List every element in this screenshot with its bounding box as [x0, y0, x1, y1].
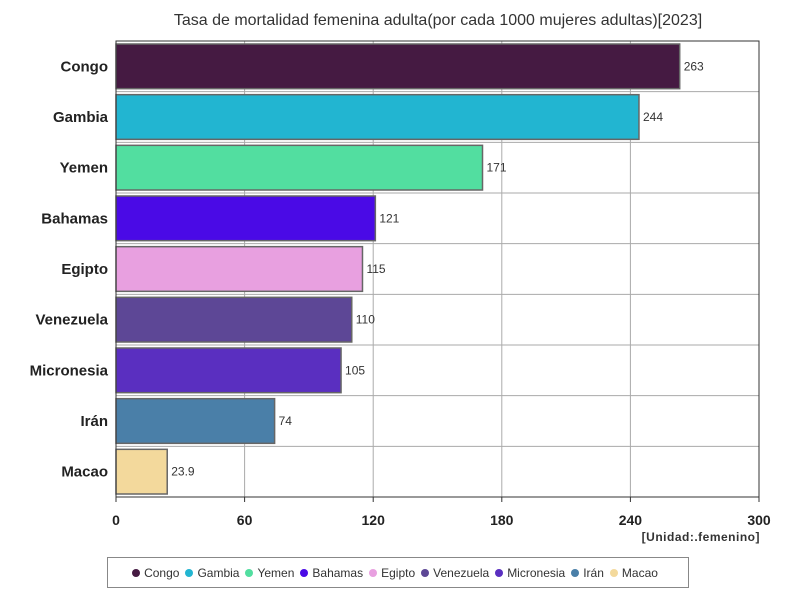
label-layer: 0 60 120 180 240 300 Congo 263 Gambia 244 Yemen 171…: [30, 58, 771, 528]
x-tick-label: 120: [362, 512, 386, 528]
legend-swatch: [571, 568, 580, 577]
bar-bahamas: [115, 195, 377, 242]
legend-item[interactable]: Yemen: [245, 566, 294, 580]
unit-label: [Unidad:.femenino]: [641, 530, 760, 544]
legend-item[interactable]: Bahamas: [300, 566, 363, 580]
category-label: Irán: [80, 413, 108, 430]
x-tick-label: 180: [490, 512, 514, 528]
legend-swatch: [369, 568, 378, 577]
legend-label: Bahamas: [312, 565, 364, 580]
legend-label: Micronesia: [507, 565, 566, 580]
category-label: Bahamas: [41, 210, 108, 227]
value-label: 74: [279, 414, 293, 428]
x-tick-label: 300: [747, 512, 771, 528]
bar-chart: 0 60 120 180 240 300 Congo 263 Gambia 244 Yemen 171…: [30, 40, 771, 528]
legend-swatch: [495, 568, 504, 577]
category-label: Venezuela: [35, 312, 108, 329]
legend-item[interactable]: Congo: [132, 566, 179, 580]
x-tick-label: 0: [112, 512, 120, 528]
grid-layer: [115, 41, 760, 502]
bar-venezuela: [115, 296, 353, 343]
bar-macao: [115, 448, 168, 495]
value-label: 121: [379, 211, 399, 225]
legend-item[interactable]: Macao: [609, 565, 658, 580]
category-label: Gambia: [53, 109, 109, 126]
value-label: 110: [356, 313, 375, 327]
legend-item[interactable]: Irán: [571, 566, 604, 580]
legend-swatch: [132, 568, 141, 577]
legend-label: Venezuela: [433, 565, 490, 580]
legend-item[interactable]: Micronesia: [495, 566, 565, 580]
category-label: Micronesia: [30, 362, 109, 379]
legend-label: Yemen: [257, 565, 295, 580]
legend-label: Gambia: [197, 565, 240, 580]
bar-layer: [115, 43, 681, 495]
legend-label: Congo: [144, 565, 180, 580]
legend-swatch: [300, 568, 309, 577]
legend-item[interactable]: Egipto: [369, 566, 415, 580]
bar-gambia: [115, 93, 640, 141]
legend-swatch: [421, 568, 430, 577]
plot-frame: [115, 40, 760, 498]
value-label: 23.9: [171, 465, 195, 479]
category-label: Macao: [61, 464, 108, 481]
value-label: 105: [345, 363, 365, 377]
bar-micronesia: [115, 347, 342, 394]
x-tick-label: 60: [237, 512, 253, 528]
legend: Congo Gambia Yemen Bahamas Egipto Venezuela Mi…: [107, 557, 689, 588]
bar-irán: [115, 397, 276, 445]
legend-swatch: [609, 568, 618, 577]
bar-yemen: [115, 144, 484, 191]
value-label: 115: [366, 262, 385, 276]
x-tick-label: 240: [619, 512, 643, 528]
bar-egipto: [115, 245, 364, 293]
legend-swatch: [245, 568, 254, 577]
legend-swatch: [185, 568, 194, 577]
category-label: Egipto: [61, 261, 108, 278]
legend-label: Irán: [583, 565, 604, 580]
value-label: 244: [643, 110, 663, 124]
value-label: 263: [684, 59, 704, 73]
value-label: 171: [487, 161, 507, 175]
legend-item[interactable]: Gambia: [185, 566, 239, 580]
chart-title: Tasa de mortalidad femenina adulta(por c…: [173, 12, 703, 29]
category-label: Yemen: [60, 160, 108, 177]
category-label: Congo: [61, 58, 108, 75]
bar-congo: [115, 43, 681, 90]
legend-item[interactable]: Venezuela: [421, 566, 489, 580]
legend-label: Egipto: [381, 565, 416, 580]
legend-label: Macao: [621, 565, 658, 580]
